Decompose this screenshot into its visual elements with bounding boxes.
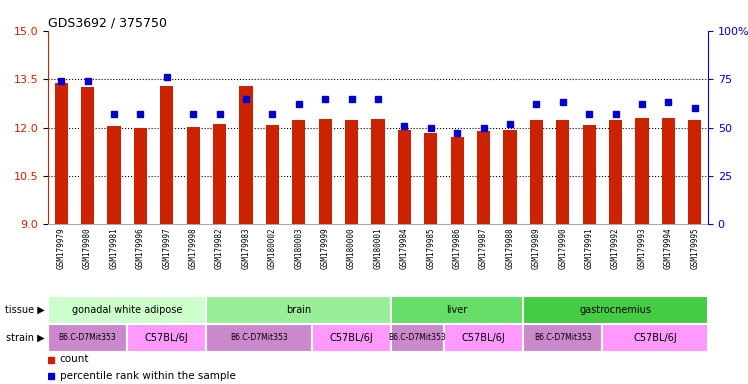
Bar	[557, 121, 569, 224]
Text: GSM179990: GSM179990	[558, 228, 567, 269]
Text: percentile rank within the sample: percentile rank within the sample	[60, 371, 236, 381]
Bar	[134, 128, 147, 224]
Text: GSM180001: GSM180001	[373, 228, 382, 269]
Text: GSM179987: GSM179987	[479, 228, 488, 269]
Text: B6.C-D7Mit353: B6.C-D7Mit353	[59, 333, 117, 343]
Bar	[398, 130, 411, 224]
Bar	[160, 86, 174, 224]
Bar	[55, 83, 68, 224]
Text: GSM179989: GSM179989	[532, 228, 541, 269]
Bar	[186, 127, 200, 224]
Bar	[108, 126, 120, 224]
Bar	[523, 324, 602, 352]
Text: GSM179984: GSM179984	[400, 228, 409, 269]
Text: GSM179993: GSM179993	[637, 228, 646, 269]
Text: B6.C-D7Mit353: B6.C-D7Mit353	[230, 333, 288, 343]
Bar	[424, 133, 438, 224]
Bar	[312, 324, 391, 352]
Text: GDS3692 / 375750: GDS3692 / 375750	[48, 16, 167, 29]
Text: GSM180002: GSM180002	[268, 228, 277, 269]
Bar	[583, 125, 596, 224]
Text: GSM180003: GSM180003	[294, 228, 303, 269]
Text: GSM179992: GSM179992	[611, 228, 620, 269]
Bar	[319, 119, 332, 224]
Text: C57BL/6J: C57BL/6J	[145, 333, 188, 343]
Bar	[292, 121, 305, 224]
Text: C57BL/6J: C57BL/6J	[634, 333, 677, 343]
Text: GSM179983: GSM179983	[242, 228, 251, 269]
Text: B6.C-D7Mit353: B6.C-D7Mit353	[389, 333, 447, 343]
Text: GSM179981: GSM179981	[109, 228, 118, 269]
Text: GSM179997: GSM179997	[162, 228, 171, 269]
Bar	[206, 324, 312, 352]
Bar	[206, 296, 391, 324]
Bar	[48, 324, 127, 352]
Bar	[477, 131, 490, 224]
Text: GSM179991: GSM179991	[585, 228, 594, 269]
Text: count: count	[60, 354, 89, 364]
Bar	[602, 324, 708, 352]
Text: GSM179988: GSM179988	[506, 228, 515, 269]
Bar	[345, 121, 358, 224]
Text: GSM180000: GSM180000	[347, 228, 356, 269]
Text: GSM179995: GSM179995	[690, 228, 699, 269]
Bar	[213, 124, 226, 224]
Text: gastrocnemius: gastrocnemius	[580, 305, 652, 315]
Text: GSM179980: GSM179980	[83, 228, 92, 269]
Text: GSM179979: GSM179979	[57, 228, 66, 269]
Bar	[127, 324, 206, 352]
Bar	[266, 125, 279, 224]
Bar	[444, 324, 523, 352]
Bar	[530, 121, 543, 224]
Text: gonadal white adipose: gonadal white adipose	[72, 305, 183, 315]
Bar	[635, 118, 649, 224]
Text: GSM179982: GSM179982	[215, 228, 224, 269]
Text: GSM179994: GSM179994	[664, 228, 673, 269]
Text: B6.C-D7Mit353: B6.C-D7Mit353	[534, 333, 592, 343]
Bar	[372, 119, 384, 224]
Bar	[609, 121, 622, 224]
Bar	[391, 296, 523, 324]
Bar	[48, 296, 206, 324]
Text: strain ▶: strain ▶	[6, 333, 44, 343]
Bar	[688, 121, 702, 224]
Text: liver: liver	[447, 305, 468, 315]
Bar	[662, 118, 675, 224]
Text: GSM179986: GSM179986	[453, 228, 462, 269]
Bar	[450, 136, 464, 224]
Text: C57BL/6J: C57BL/6J	[462, 333, 506, 343]
Text: GSM179999: GSM179999	[321, 228, 330, 269]
Text: GSM179996: GSM179996	[136, 228, 145, 269]
Bar	[523, 296, 708, 324]
Bar	[391, 324, 444, 352]
Text: tissue ▶: tissue ▶	[4, 305, 44, 315]
Text: GSM179985: GSM179985	[426, 228, 435, 269]
Text: GSM179998: GSM179998	[188, 228, 197, 269]
Bar	[503, 130, 517, 224]
Text: brain: brain	[286, 305, 311, 315]
Text: C57BL/6J: C57BL/6J	[330, 333, 373, 343]
Bar	[239, 86, 253, 224]
Bar	[81, 87, 94, 224]
